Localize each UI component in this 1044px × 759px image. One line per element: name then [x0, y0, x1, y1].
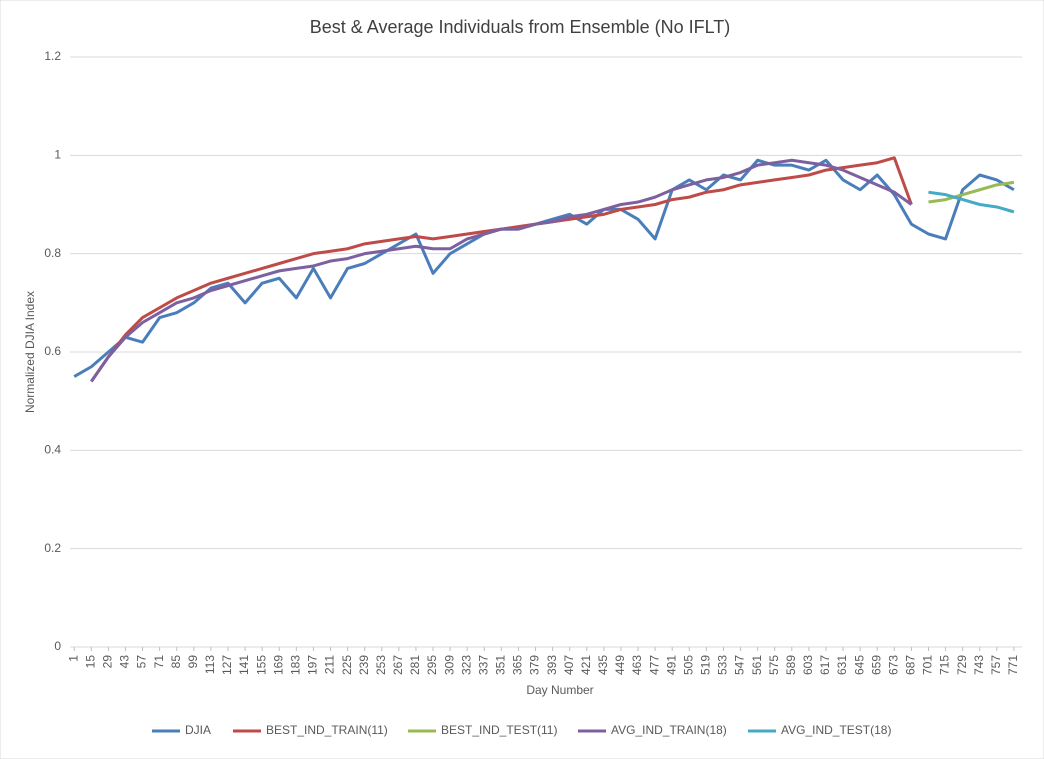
y-axis-label: Normalized DJIA Index — [23, 291, 37, 413]
y-tick-label: 1 — [54, 148, 61, 162]
x-tick-label: 449 — [613, 655, 627, 675]
legend-label: DJIA — [185, 723, 211, 737]
series-line — [90, 158, 913, 383]
x-tick-label: 505 — [681, 655, 695, 675]
x-tick-label: 575 — [767, 655, 781, 675]
y-tick-label: 0.2 — [44, 541, 61, 555]
x-tick-label: 337 — [476, 655, 490, 675]
y-tick-label: 0 — [54, 639, 61, 653]
x-tick-label: 743 — [972, 655, 986, 675]
series-line — [928, 180, 1015, 204]
x-tick-label: 589 — [784, 655, 798, 675]
x-tick-label: 477 — [647, 655, 661, 675]
y-tick-label: 0.6 — [44, 344, 61, 358]
x-tick-label: 547 — [733, 655, 747, 675]
x-tick-label: 43 — [118, 655, 132, 669]
x-tick-label: 757 — [989, 655, 1003, 675]
x-tick-label: 127 — [220, 655, 234, 675]
x-tick-label: 407 — [562, 655, 576, 675]
x-tick-label: 141 — [237, 655, 251, 675]
x-tick-label: 267 — [391, 655, 405, 675]
x-tick-label: 659 — [869, 655, 883, 675]
x-tick-label: 183 — [288, 655, 302, 675]
x-tick-label: 519 — [699, 655, 713, 675]
x-tick-label: 351 — [494, 655, 508, 675]
x-tick-label: 701 — [921, 655, 935, 675]
x-tick-label: 729 — [955, 655, 969, 675]
x-tick-label: 29 — [101, 655, 115, 669]
x-tick-label: 603 — [801, 655, 815, 675]
chart-title: Best & Average Individuals from Ensemble… — [310, 17, 731, 37]
series-line — [928, 190, 1015, 214]
legend-label: AVG_IND_TEST(18) — [781, 723, 891, 737]
x-tick-label: 57 — [135, 655, 149, 669]
y-tick-label: 0.4 — [44, 443, 61, 457]
x-tick-label: 435 — [596, 655, 610, 675]
x-tick-label: 379 — [528, 655, 542, 675]
x-tick-label: 533 — [716, 655, 730, 675]
x-tick-label: 561 — [750, 655, 764, 675]
x-tick-label: 421 — [579, 655, 593, 675]
x-tick-label: 281 — [408, 655, 422, 675]
y-tick-label: 0.8 — [44, 246, 61, 260]
x-tick-label: 1 — [66, 655, 80, 662]
x-tick-label: 631 — [835, 655, 849, 675]
x-tick-label: 309 — [442, 655, 456, 675]
x-tick-label: 239 — [357, 655, 371, 675]
x-tick-label: 645 — [852, 655, 866, 675]
x-tick-label: 323 — [459, 655, 473, 675]
x-tick-label: 99 — [186, 655, 200, 669]
x-tick-label: 85 — [169, 655, 183, 669]
x-tick-label: 365 — [511, 655, 525, 675]
legend-label: BEST_IND_TEST(11) — [441, 723, 557, 737]
x-tick-label: 715 — [938, 655, 952, 675]
x-tick-label: 491 — [664, 655, 678, 675]
x-tick-label: 15 — [83, 655, 97, 669]
x-tick-label: 771 — [1006, 655, 1020, 675]
x-tick-label: 617 — [818, 655, 832, 675]
x-tick-label: 155 — [254, 655, 268, 675]
x-tick-label: 197 — [306, 655, 320, 675]
y-tick-label: 1.2 — [44, 49, 61, 63]
x-tick-label: 71 — [152, 655, 166, 669]
x-tick-label: 169 — [271, 655, 285, 675]
x-tick-label: 295 — [425, 655, 439, 675]
x-axis-label: Day Number — [526, 683, 593, 697]
x-tick-label: 687 — [904, 655, 918, 675]
x-tick-label: 463 — [630, 655, 644, 675]
x-tick-label: 113 — [203, 655, 217, 674]
x-tick-label: 211 — [323, 655, 337, 674]
legend-label: AVG_IND_TRAIN(18) — [611, 723, 727, 737]
x-tick-label: 673 — [886, 655, 900, 675]
legend-label: BEST_IND_TRAIN(11) — [266, 723, 388, 737]
x-tick-label: 225 — [340, 655, 354, 675]
x-tick-label: 253 — [374, 655, 388, 675]
x-tick-label: 393 — [545, 655, 559, 675]
